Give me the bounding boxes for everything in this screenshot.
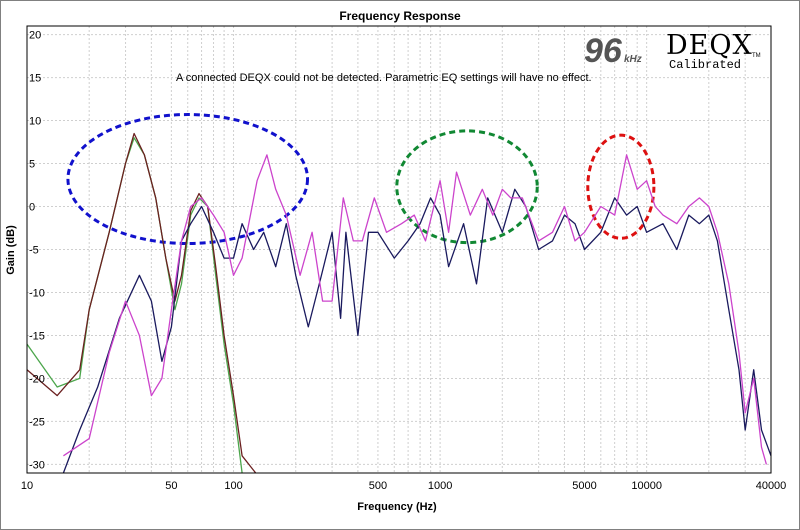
annotation-ellipses <box>66 113 656 245</box>
sample-rate-badge: 96 <box>584 32 622 70</box>
y-axis-label: Gain (dB) <box>5 225 17 275</box>
x-tick-label: 50 <box>165 480 177 492</box>
y-tick-label: 5 <box>29 159 35 171</box>
x-tick-label: 10 <box>21 480 33 492</box>
y-tick-label: -30 <box>29 459 45 471</box>
plot-frame <box>26 25 772 474</box>
device-not-detected-message: A connected DEQX could not be detected. … <box>176 72 592 84</box>
series-line <box>62 188 772 474</box>
x-tick-label: 100 <box>224 480 242 492</box>
x-tick-label: 5000 <box>572 480 596 492</box>
y-tick-label: -10 <box>29 287 45 299</box>
y-tick-label: 20 <box>29 30 41 42</box>
x-axis-label: Frequency (Hz) <box>357 501 437 513</box>
annotation-ellipse <box>586 133 656 240</box>
x-tick-label: 10000 <box>631 480 662 492</box>
y-tick-label: -5 <box>29 245 39 257</box>
y-tick-label: -15 <box>29 330 45 342</box>
y-tick-label: 10 <box>29 116 41 128</box>
y-tick-label: 15 <box>29 73 41 85</box>
y-tick-label: -20 <box>29 373 45 385</box>
deqx-calibrated-label: Calibrated <box>669 58 742 72</box>
y-tick-label: -25 <box>29 416 45 428</box>
annotation-ellipse <box>66 113 310 245</box>
x-tick-label: 40000 <box>756 480 787 492</box>
chart-title: Frequency Response <box>339 9 461 23</box>
series-line <box>63 154 768 465</box>
chart-series <box>26 132 772 474</box>
sample-rate-unit: kHz <box>624 54 642 65</box>
deqx-logo: DEQX <box>666 30 753 61</box>
trademark-mark: TM <box>752 53 761 59</box>
chart-grid <box>26 26 772 473</box>
y-tick-label: 0 <box>29 202 35 214</box>
annotation-ellipse <box>395 129 539 245</box>
series-line <box>26 137 243 474</box>
x-tick-label: 1000 <box>428 480 452 492</box>
y-axis-ticks: 20 15 10 5 0 -5 -10 -15 -20 -25 -30 <box>29 30 45 472</box>
series-line <box>26 132 257 474</box>
x-axis-ticks: 10 50 100 500 1000 5000 10000 40000 <box>21 480 786 492</box>
x-tick-label: 500 <box>369 480 387 492</box>
